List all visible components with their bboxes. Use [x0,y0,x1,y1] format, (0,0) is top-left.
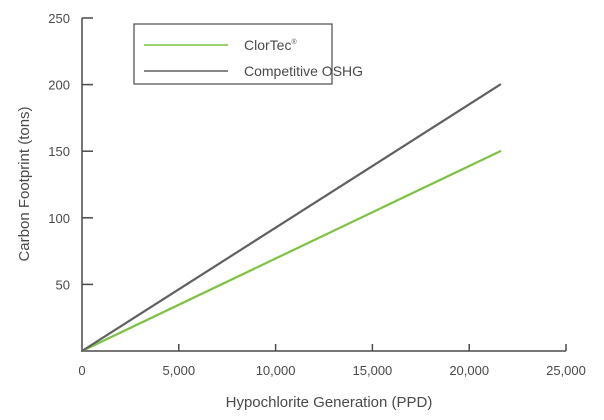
y-tick-label: 50 [56,277,70,292]
axes: 0 5,000 10,000 15,000 20,000 25,000 50 100 150 20… [48,11,586,378]
series-lines [80,83,502,353]
series-line-clortec [80,150,502,353]
legend-label-clortec-text: ClorTec [244,37,291,53]
x-tick-label: 0 [78,363,85,378]
y-tick-label: 150 [48,144,70,159]
y-axis-title: Carbon Footprint (tons) [16,106,33,261]
y-tick-label: 100 [48,211,70,226]
legend-label-clortec-superscript: ® [291,38,297,46]
x-tick-label: 15,000 [353,363,393,378]
x-tick-label: 5,000 [163,363,196,378]
y-tick-label: 250 [48,11,70,26]
legend-box [133,23,333,85]
legend-label-clortec: ClorTec® [244,37,297,53]
series-line-competitive-oshg [80,83,502,353]
legend-label-competitive-oshg: Competitive OSHG [244,63,363,79]
x-tick-label: 10,000 [256,363,296,378]
y-tick-label: 200 [48,78,70,93]
x-tick-label: 25,000 [546,363,586,378]
x-tick-label: 20,000 [449,363,489,378]
x-axis-title: Hypochlorite Generation (PPD) [226,394,433,411]
legend: ClorTec® Competitive OSHG [133,23,363,85]
